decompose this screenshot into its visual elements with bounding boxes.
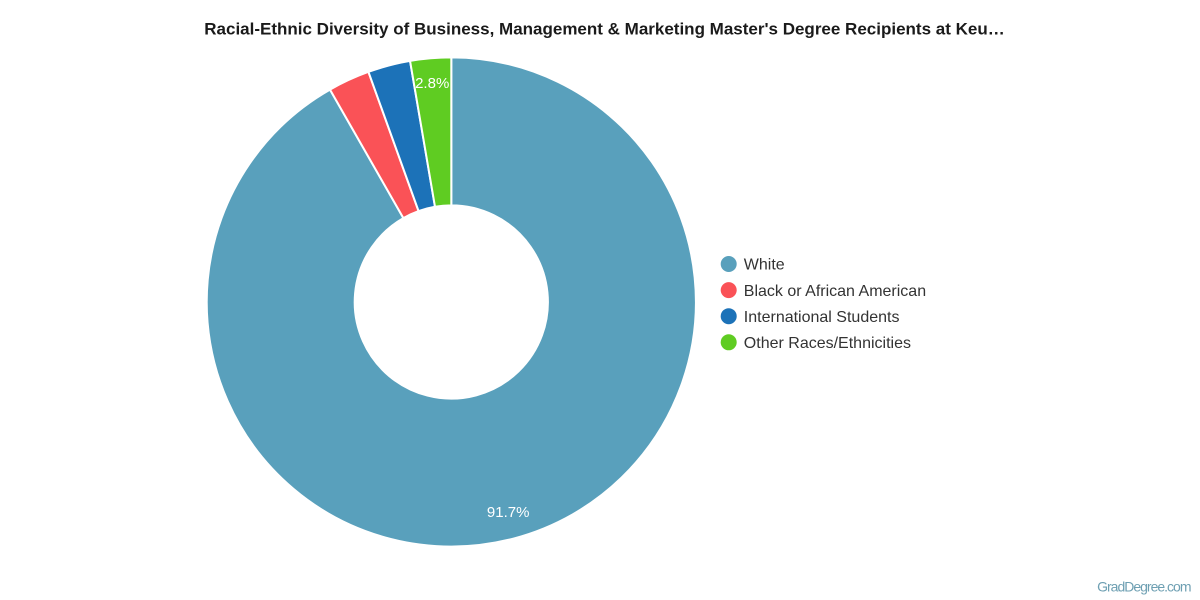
svg-text:Other Races/Ethnicities: Other Races/Ethnicities [744, 335, 911, 352]
svg-text:Racial-Ethnic Diversity of Bus: Racial-Ethnic Diversity of Business, Man… [204, 20, 1004, 39]
svg-text:2.8%: 2.8% [415, 75, 449, 92]
svg-text:91.7%: 91.7% [487, 504, 530, 521]
svg-text:GradDegree.com: GradDegree.com [1097, 579, 1191, 595]
svg-text:Black or African American: Black or African American [744, 283, 926, 300]
svg-text:White: White [744, 257, 785, 274]
svg-text:International Students: International Students [744, 309, 900, 326]
